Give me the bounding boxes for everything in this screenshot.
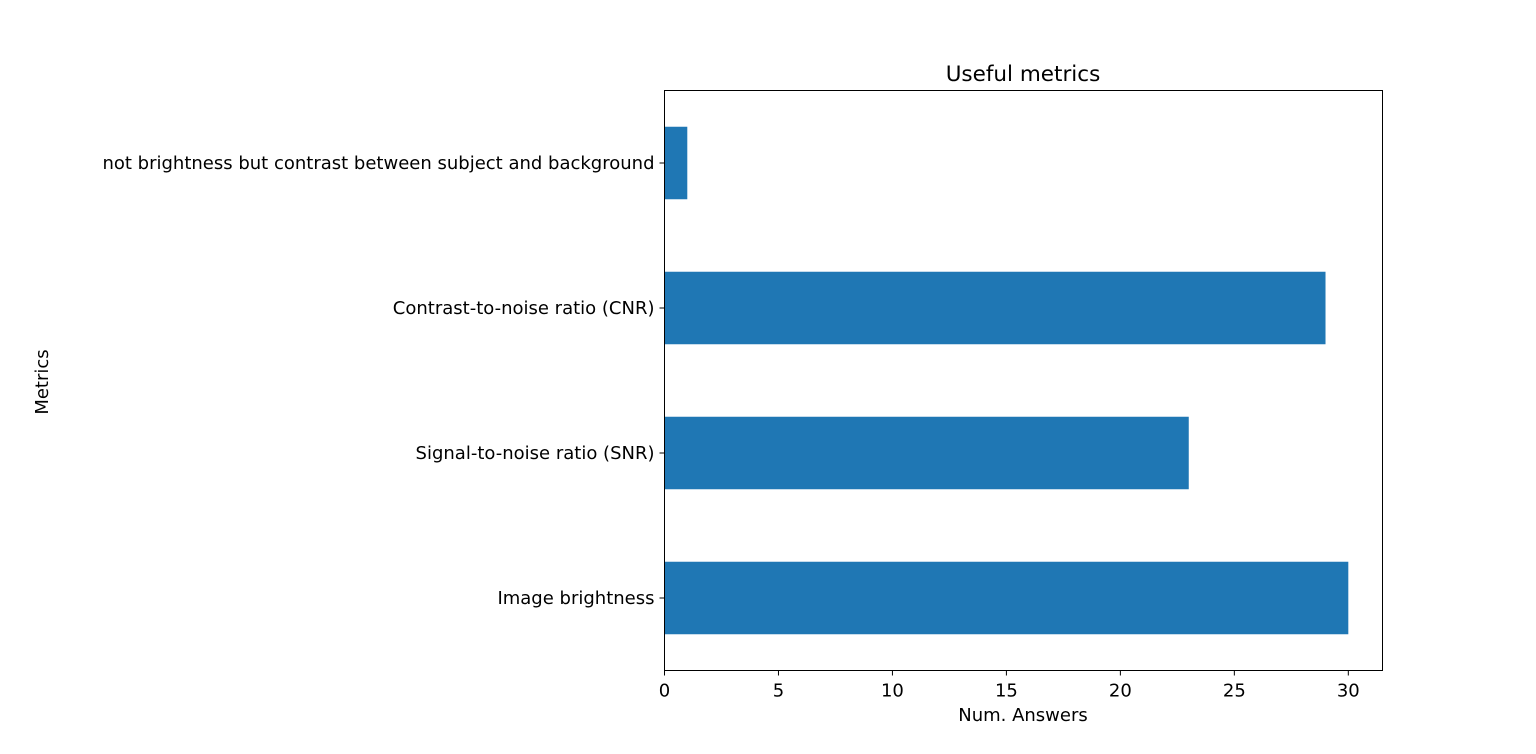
- x-tick-label: 10: [881, 681, 904, 702]
- x-tick-label: 0: [659, 681, 670, 702]
- bar: [664, 271, 1326, 345]
- y-ticks: Image brightness Signal-to-noise ratio (S…: [102, 153, 665, 609]
- x-tick-label: 15: [995, 681, 1018, 702]
- x-tick-label: 30: [1337, 681, 1360, 702]
- plot-frame: [664, 90, 1383, 671]
- y-axis-label: Metrics: [32, 349, 53, 414]
- y-tick-label: not brightness but contrast between subj…: [102, 153, 654, 174]
- x-tick-label: 20: [1109, 681, 1132, 702]
- y-tick-label: Signal-to-noise ratio (SNR): [416, 443, 655, 464]
- y-tick-label: Contrast-to-noise ratio (CNR): [393, 298, 655, 319]
- x-tick-label: 25: [1223, 681, 1246, 702]
- bar: [664, 561, 1349, 635]
- chart-title: Useful metrics: [946, 62, 1101, 87]
- x-ticks: 0 5 10 15 20 25 30: [659, 670, 1360, 702]
- bar: [664, 126, 688, 200]
- y-tick-label: Image brightness: [497, 588, 654, 609]
- x-axis-label: Num. Answers: [958, 705, 1088, 726]
- bar: [664, 416, 1189, 490]
- x-tick-label: 5: [773, 681, 784, 702]
- bars: [664, 126, 1349, 635]
